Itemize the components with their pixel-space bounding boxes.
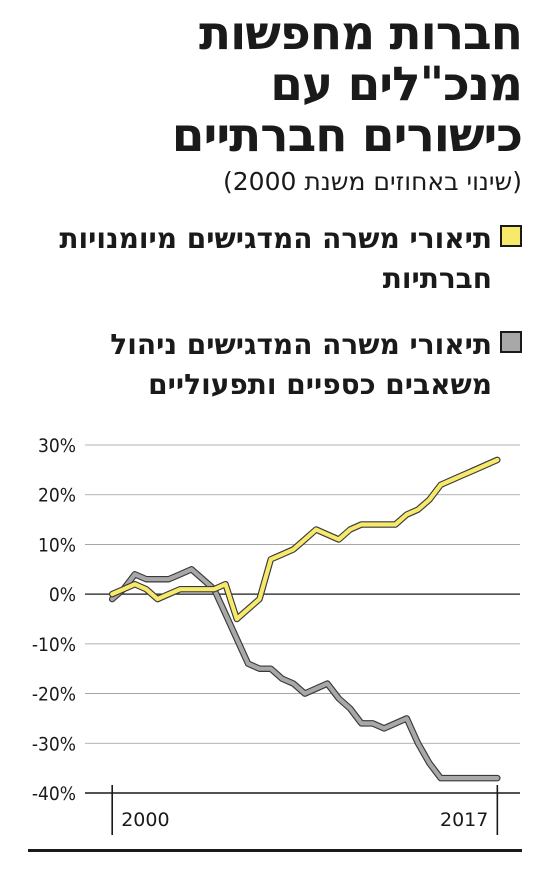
header: חברות מחפשות מנכ"לים עם כישורים חברתיים … — [22, 6, 523, 431]
y-tick-label: -10% — [32, 634, 76, 656]
chart-title-line: כישורים חברתיים — [171, 108, 523, 163]
series-line-financial-management-outline — [108, 566, 501, 782]
chart-title-line: מנכ"לים עם — [270, 57, 523, 112]
x-tick-label: 2000 — [121, 809, 169, 831]
legend-label: תיאורי משרה המדגישים מיומנויות חברתיות — [59, 222, 492, 295]
y-tick-label: 20% — [38, 485, 76, 507]
y-tick-label: 0% — [49, 584, 76, 606]
legend-label: תיאורי משרה המדגישים ניהול משאבים כספיים… — [110, 328, 492, 401]
y-tick-label: 10% — [38, 534, 76, 556]
y-tick-label: -40% — [32, 783, 76, 805]
line-chart: 30% 20% 10% 0% -10% -20% -30% -40% 2000 2017 — [32, 435, 520, 835]
legend-swatch-gray — [500, 331, 522, 353]
series-line-social-skills — [110, 457, 500, 622]
series-line-financial-management — [110, 567, 500, 781]
legend-swatch-yellow — [500, 225, 522, 247]
legend: תיאורי משרה המדגישים מיומנויות חברתיות ת… — [22, 219, 522, 405]
chart-subtitle: (שינוי באחוזים משנת 2000) — [223, 167, 522, 196]
y-tick-label: 30% — [38, 435, 76, 457]
y-tick-label: -20% — [32, 684, 76, 706]
legend-item-financial-management: תיאורי משרה המדגישים ניהול משאבים כספיים… — [22, 325, 522, 405]
y-tick-label: -30% — [32, 733, 76, 755]
legend-item-social-skills: תיאורי משרה המדגישים מיומנויות חברתיות — [22, 219, 522, 299]
x-tick-label: 2017 — [440, 809, 488, 831]
chart-title-line: חברות מחפשות — [199, 6, 523, 61]
bottom-divider — [28, 849, 522, 852]
chart-title: חברות מחפשות מנכ"לים עם כישורים חברתיים — [22, 6, 523, 163]
